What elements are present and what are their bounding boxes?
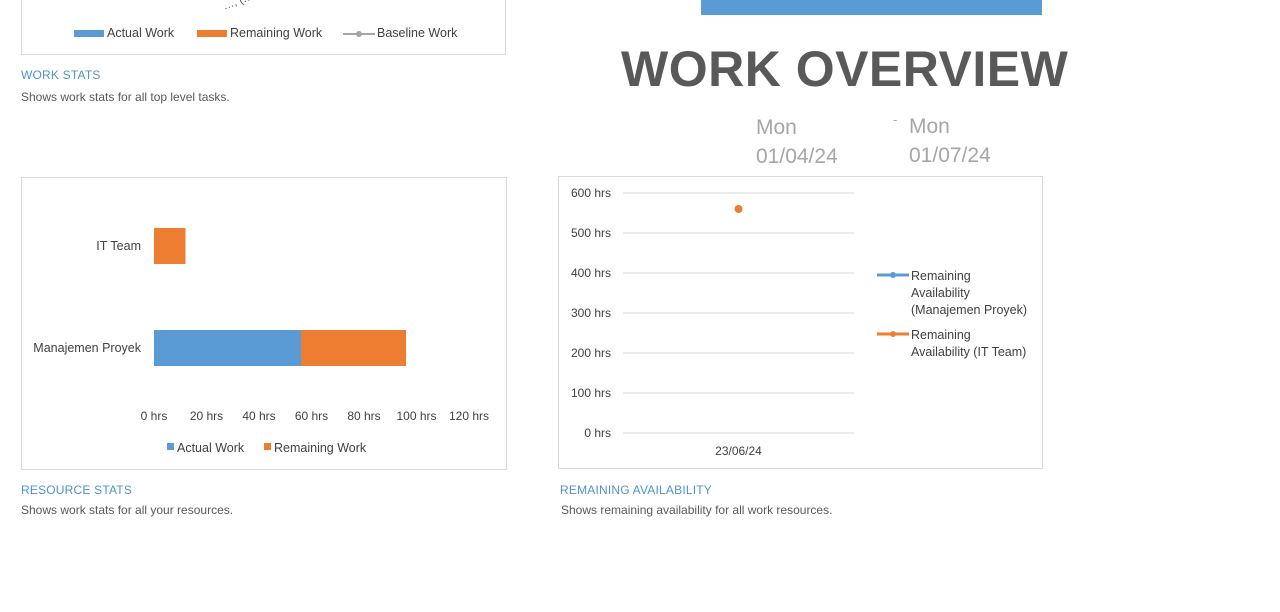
end-date-day: Mon (909, 115, 950, 138)
x-tick-label: 100 hrs (396, 409, 436, 423)
x-tick-label: 20 hrs (190, 409, 223, 423)
remaining-availability-title: REMAINING AVAILABILITY (560, 483, 712, 497)
legend-label-1: Remaining Work (274, 441, 367, 455)
legend-label-0: Availability (911, 286, 971, 300)
y-tick-label: 100 hrs (571, 386, 611, 400)
x-tick-label: 120 hrs (449, 409, 489, 423)
x-tick-label: 23/06/24 (715, 444, 762, 458)
y-tick-label: 300 hrs (571, 306, 611, 320)
legend-label-1: Remaining (911, 328, 971, 342)
work-stats-description: Shows work stats for all top level tasks… (21, 90, 230, 104)
bar-remaining-0 (154, 228, 186, 264)
remaining-availability-chart-panel: 0 hrs 100 hrs 200 hrs 300 hrs 400 hrs 500 hrs… (558, 176, 1043, 469)
legend-marker-1 (890, 331, 896, 337)
resource-stats-chart-panel: IT Team Manajemen Proyek 0 hrs 20 hrs 40 hrs… (21, 177, 507, 470)
legend-label-1: Availability (IT Team) (911, 345, 1026, 359)
legend-swatch-baseline (343, 30, 375, 38)
work-chart-cut-label: …, (… ∤ (221, 0, 263, 13)
y-tick-label: 0 hrs (584, 426, 611, 440)
date-separator: - (893, 112, 898, 127)
resource-stats-title: RESOURCE STATS (21, 483, 133, 497)
y-tick-label: 200 hrs (571, 346, 611, 360)
end-date-value: 01/07/24 (909, 144, 991, 167)
page-title: WORK OVERVIEW (621, 41, 1069, 97)
resource-stats-chart: IT Team Manajemen Proyek 0 hrs 20 hrs 40 hrs… (33, 228, 489, 455)
x-tick-label: 80 hrs (347, 409, 380, 423)
start-date: Mon 01/04/24 (756, 113, 838, 171)
legend-swatch-0 (167, 443, 174, 450)
legend-remaining-work: Remaining Work (197, 26, 322, 40)
bar-actual-1 (154, 330, 301, 366)
start-date-day: Mon (756, 116, 797, 139)
legend-label-0: Actual Work (177, 441, 245, 455)
remaining-availability-description: Shows remaining availability for all wor… (561, 503, 833, 517)
y-tick-label: 600 hrs (571, 186, 611, 200)
category-label-1: Manajemen Proyek (33, 341, 141, 355)
y-tick-label: 500 hrs (571, 226, 611, 240)
legend-swatch-remaining (197, 30, 227, 38)
legend-label-0: (Manajemen Proyek) (911, 303, 1027, 317)
y-tick-label: 400 hrs (571, 266, 611, 280)
end-date: Mon 01/07/24 (909, 112, 991, 170)
data-point-series-1 (734, 205, 743, 213)
legend-actual-work: Actual Work (74, 26, 174, 40)
category-label-0: IT Team (96, 239, 141, 253)
x-tick-label: 0 hrs (141, 409, 168, 423)
work-stats-title: WORK STATS (21, 68, 101, 82)
work-chart-panel: …, (… ∤ Actual Work Remaining Work Basel… (21, 0, 506, 55)
legend-swatch-actual (74, 30, 104, 38)
header-banner (701, 0, 1042, 15)
x-tick-label: 40 hrs (242, 409, 275, 423)
bar-remaining-1 (301, 330, 406, 366)
legend-swatch-1 (264, 443, 271, 450)
legend-label-0: Remaining (911, 269, 971, 283)
x-tick-label: 60 hrs (295, 409, 328, 423)
legend-marker-0 (890, 272, 896, 278)
resource-stats-description: Shows work stats for all your resources. (21, 503, 234, 517)
start-date-value: 01/04/24 (756, 145, 838, 168)
remaining-availability-chart: 0 hrs 100 hrs 200 hrs 300 hrs 400 hrs 500 hrs… (571, 186, 1027, 458)
legend-baseline-work: Baseline Work (343, 26, 457, 40)
